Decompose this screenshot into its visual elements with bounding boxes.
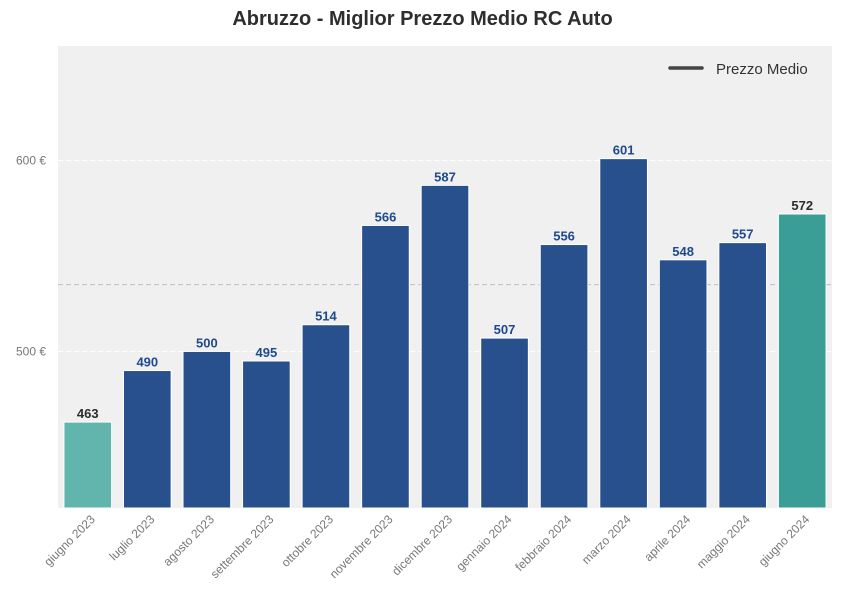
- bar-value-label: 490: [136, 355, 158, 370]
- x-axis: giugno 2023 luglio 2023 agosto 2023settemb…: [41, 512, 812, 581]
- bar-value-labels: 463 490 500 495 514 566 587 507 556 601 548 557 572: [77, 143, 813, 421]
- bar-value-label: 572: [791, 198, 813, 213]
- x-tick-label: giugno 2023: [41, 512, 98, 569]
- x-tick-label: novembre 2023: [327, 512, 396, 581]
- bar: [122, 370, 172, 509]
- bar: [658, 259, 708, 509]
- bar: [718, 242, 768, 509]
- bar-value-label: 566: [375, 209, 397, 224]
- legend-label: Prezzo Medio: [716, 61, 808, 78]
- x-tick-label: luglio 2023: [106, 512, 157, 563]
- bar-value-label: 500: [196, 335, 218, 350]
- x-tick-label: marzo 2024: [579, 512, 634, 567]
- bar: [182, 350, 232, 509]
- x-tick-label: agosto 2023: [160, 512, 217, 569]
- bar: [420, 184, 470, 509]
- legend: Prezzo Medio: [668, 61, 808, 78]
- bar-value-label: 514: [315, 309, 337, 324]
- x-tick-label: maggio 2024: [694, 512, 753, 571]
- bar: [242, 360, 291, 509]
- bars: [63, 158, 827, 509]
- bar-value-label: 587: [434, 169, 456, 184]
- x-tick-label: aprile 2024: [641, 512, 693, 564]
- bar-value-label: 557: [732, 227, 754, 242]
- y-tick-label: 500 €: [16, 344, 46, 358]
- bar-value-label: 507: [494, 322, 516, 337]
- x-tick-label: febbraio 2024: [512, 512, 574, 574]
- bar: [480, 337, 529, 509]
- bar-value-label: 463: [77, 406, 99, 421]
- bar-value-label: 556: [553, 229, 575, 244]
- bar: [63, 421, 113, 509]
- bar: [361, 224, 410, 509]
- y-tick-label: 600 €: [16, 154, 46, 168]
- bar-value-label: 601: [613, 143, 635, 158]
- bar-value-label: 495: [256, 345, 278, 360]
- bar: [539, 244, 589, 509]
- x-tick-label: ottobre 2023: [278, 512, 336, 570]
- x-tick-label: dicembre 2023: [389, 512, 455, 578]
- x-tick-label: giugno 2024: [756, 512, 813, 569]
- bar-value-label: 548: [672, 244, 694, 259]
- y-axis: 500 € 600 €: [16, 154, 46, 359]
- x-tick-label: gennaio 2024: [453, 512, 515, 574]
- x-tick-label: settembre 2023: [208, 512, 277, 581]
- bar: [301, 324, 351, 509]
- bar: [777, 213, 827, 509]
- chart-title: Abruzzo - Miglior Prezzo Medio RC Auto: [232, 8, 613, 30]
- bar: [599, 158, 648, 509]
